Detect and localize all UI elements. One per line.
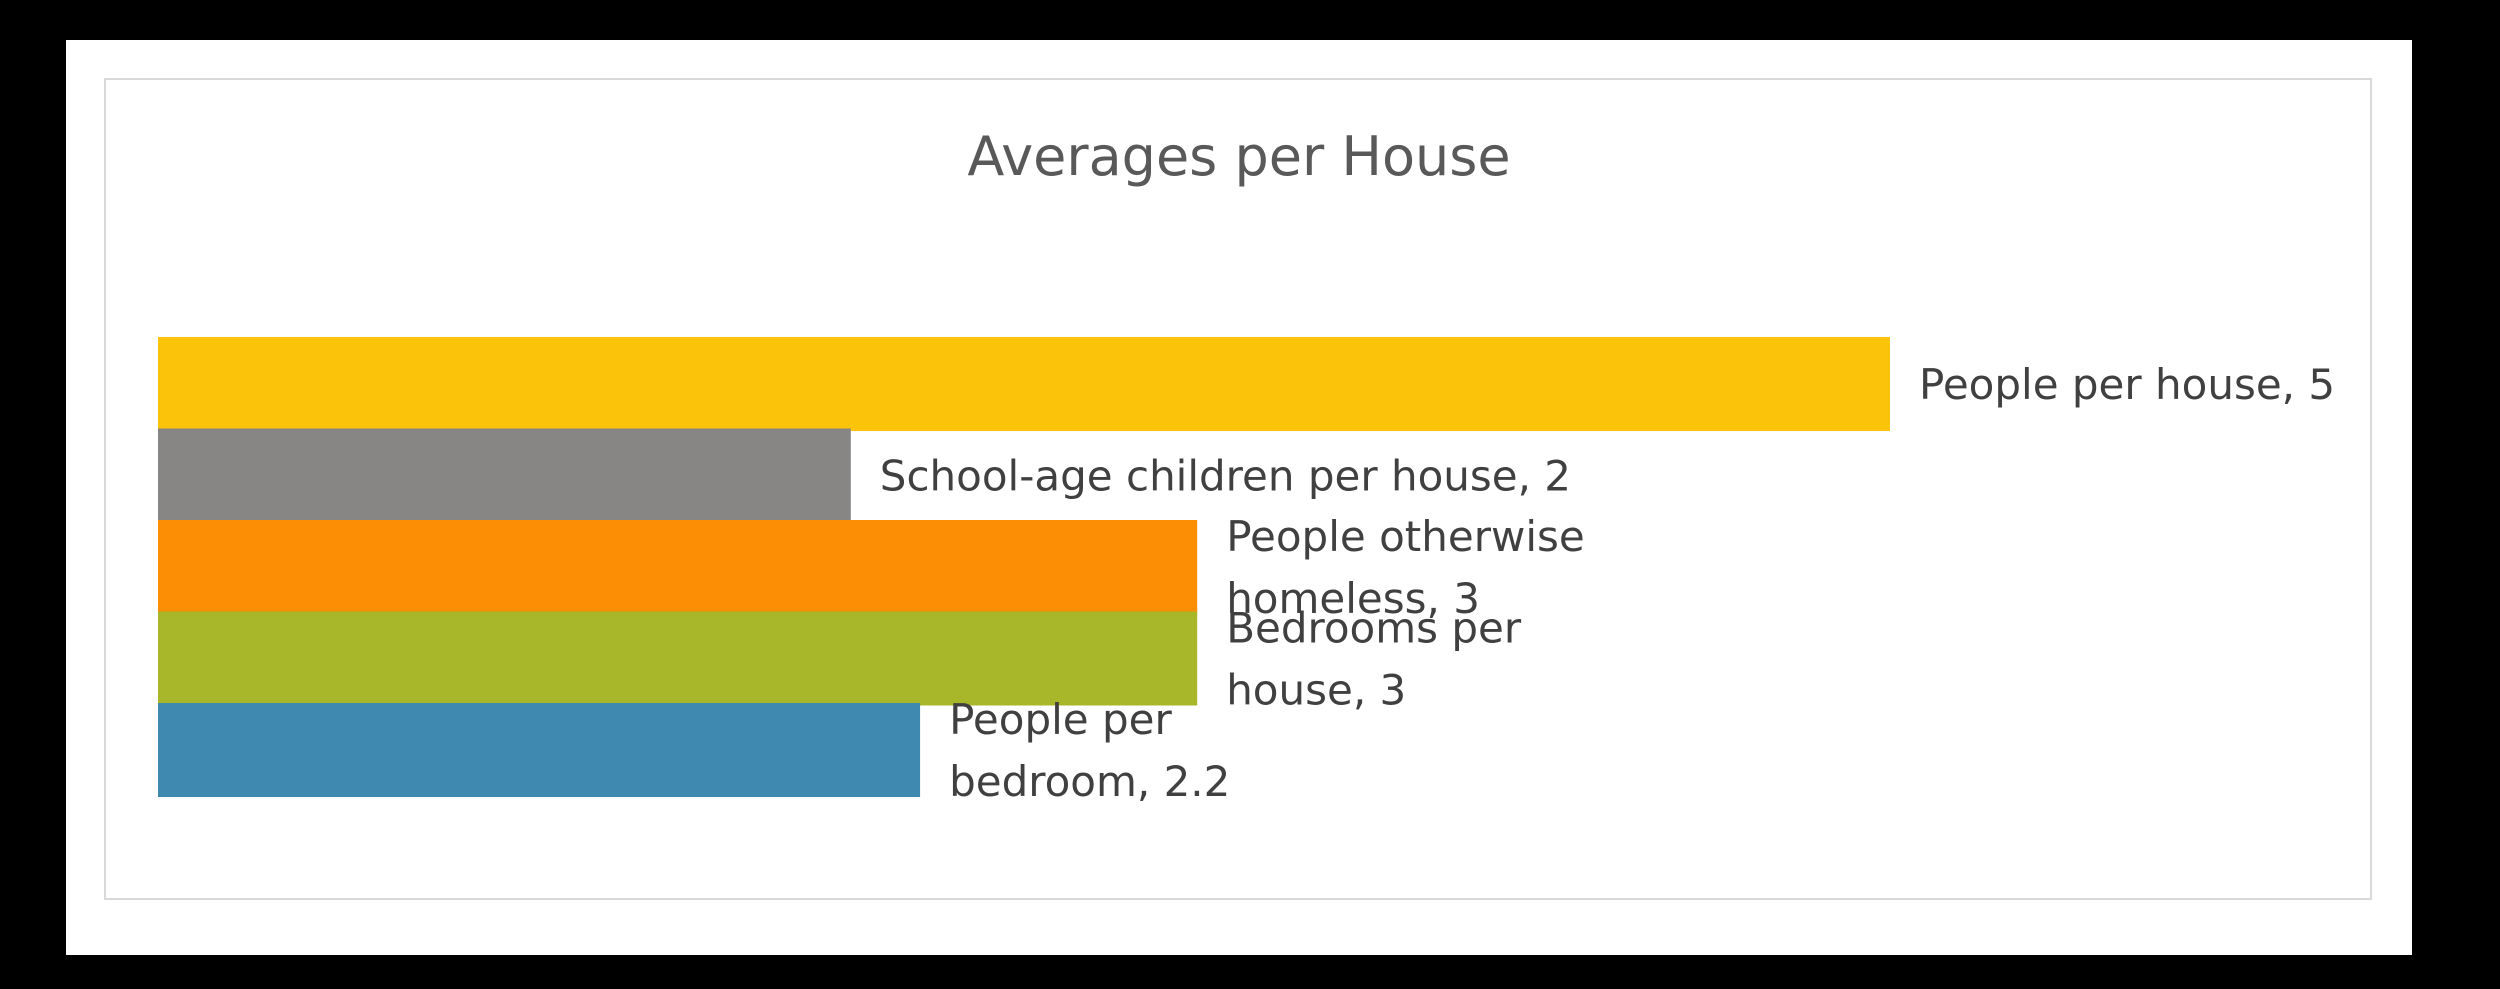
chart-frame: Averages per House People per house, 5 Sc… xyxy=(66,40,2412,955)
bars-group xyxy=(158,337,1890,797)
chart-area: Averages per House People per house, 5 Sc… xyxy=(104,78,2372,900)
data-label-line: Bedrooms per xyxy=(1226,604,1522,653)
bar-1 xyxy=(158,428,851,523)
bar-chart: Averages per House People per house, 5 Sc… xyxy=(158,125,2335,806)
data-label-2: People otherwise homeless, 3 xyxy=(1226,512,1585,623)
data-label-3: Bedrooms per house, 3 xyxy=(1226,604,1522,715)
chart-title: Averages per House xyxy=(967,125,1510,188)
bar-0 xyxy=(158,337,1890,431)
bar-2 xyxy=(158,520,1198,614)
data-label-line: People otherwise xyxy=(1226,512,1585,561)
bar-4 xyxy=(158,703,921,797)
data-label-line: bedroom, 2.2 xyxy=(949,757,1230,806)
data-label-4: People per bedroom, 2.2 xyxy=(949,695,1230,806)
data-label-line: People per house, 5 xyxy=(1919,360,2335,409)
data-labels-group: People per house, 5 School-age children p… xyxy=(880,360,2335,806)
bar-3 xyxy=(158,611,1198,706)
data-label-line: house, 3 xyxy=(1226,666,1406,715)
data-label-0: People per house, 5 xyxy=(1919,360,2335,409)
data-label-1: School-age children per house, 2 xyxy=(880,452,1571,501)
data-label-line: homeless, 3 xyxy=(1226,574,1480,623)
data-label-line: People per xyxy=(949,695,1172,744)
data-label-line: School-age children per house, 2 xyxy=(880,452,1571,501)
